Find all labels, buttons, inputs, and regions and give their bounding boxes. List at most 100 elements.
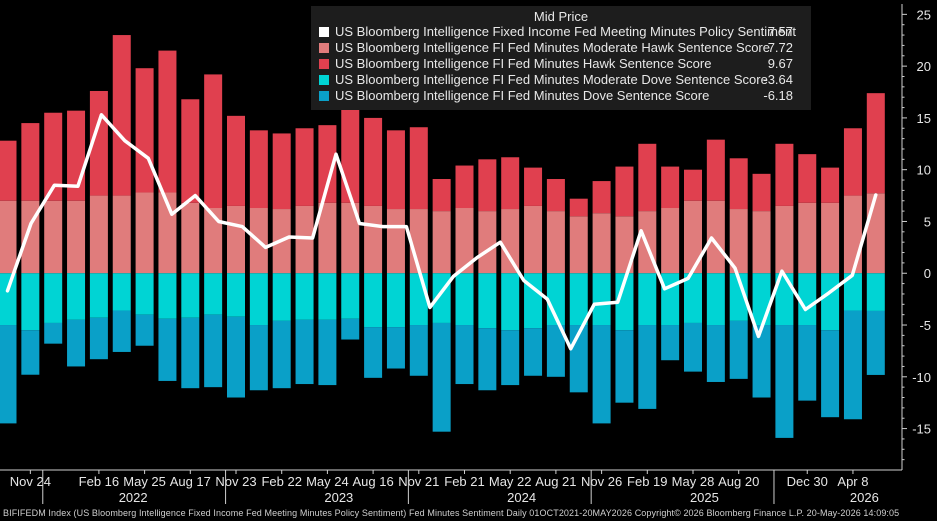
legend-title: Mid Price xyxy=(533,9,589,24)
bar-hawk xyxy=(843,128,862,196)
year-label: 2026 xyxy=(850,490,879,505)
bar-moderate-dove xyxy=(318,273,337,320)
bar-hawk xyxy=(386,130,405,210)
bar-moderate-hawk xyxy=(181,202,200,274)
bar-hawk xyxy=(546,179,565,212)
bar-dove xyxy=(821,330,840,418)
bar-moderate-dove xyxy=(501,273,520,331)
bar-moderate-hawk xyxy=(227,205,245,274)
legend-value: 7.72 xyxy=(767,40,793,55)
bar-hawk xyxy=(592,181,611,214)
x-tick-label: Dec 30 xyxy=(787,474,828,489)
bar-moderate-dove xyxy=(638,273,657,326)
bar-dove xyxy=(684,322,702,372)
y-tick-label: 5 xyxy=(924,214,931,229)
x-tick-label: Feb 21 xyxy=(444,474,484,489)
x-tick-label: May 22 xyxy=(489,474,532,489)
legend-label: US Bloomberg Intelligence FI Fed Minutes… xyxy=(335,56,712,71)
bar-dove xyxy=(272,320,291,389)
bar-hawk xyxy=(661,166,680,209)
bar-moderate-dove xyxy=(0,273,17,326)
bar-moderate-dove xyxy=(615,273,634,331)
bar-hawk xyxy=(432,179,451,212)
bar-moderate-dove xyxy=(272,273,291,321)
y-tick-label: 0 xyxy=(924,266,931,281)
bar-dove xyxy=(112,310,131,352)
bar-dove xyxy=(135,314,154,346)
bar-moderate-dove xyxy=(135,273,154,315)
legend-swatch xyxy=(319,59,329,69)
x-tick-label: Aug 21 xyxy=(535,474,576,489)
bar-dove xyxy=(158,318,177,381)
bar-hawk xyxy=(638,143,657,212)
y-tick-label: 25 xyxy=(917,7,931,22)
legend-rows: US Bloomberg Intelligence Fixed Income F… xyxy=(311,24,811,104)
bar-hawk xyxy=(181,99,200,203)
bar-moderate-hawk xyxy=(112,195,131,274)
x-tick-label: Feb 22 xyxy=(261,474,301,489)
bar-dove xyxy=(295,319,314,385)
x-tick-label: Nov 24 xyxy=(10,474,51,489)
legend-label: US Bloomberg Intelligence FI Fed Minutes… xyxy=(335,72,768,87)
bar-moderate-dove xyxy=(798,273,817,326)
bar-dove xyxy=(752,325,771,398)
bar-moderate-dove xyxy=(546,273,565,326)
legend-value: 7.57 xyxy=(767,24,793,39)
bar-moderate-dove xyxy=(775,273,794,326)
bar-dove xyxy=(21,330,40,375)
x-tick-label: Aug 16 xyxy=(352,474,393,489)
bar-hawk xyxy=(798,154,817,203)
bar-hawk xyxy=(158,50,177,193)
bar-hawk xyxy=(112,35,131,196)
bar-moderate-dove xyxy=(341,273,360,319)
bar-hawk xyxy=(866,93,885,194)
bar-hawk xyxy=(706,139,725,201)
bar-moderate-dove xyxy=(843,273,862,311)
bar-moderate-hawk xyxy=(866,193,885,274)
bar-moderate-dove xyxy=(866,273,885,311)
legend-label: US Bloomberg Intelligence FI Fed Minutes… xyxy=(335,40,770,55)
x-tick-label: Nov 23 xyxy=(215,474,256,489)
bar-moderate-hawk xyxy=(615,216,634,274)
bar-hawk xyxy=(21,123,40,201)
x-tick-label: Aug 20 xyxy=(718,474,759,489)
legend-swatch xyxy=(319,27,329,37)
year-label: 2025 xyxy=(690,490,719,505)
x-tick-label: May 28 xyxy=(672,474,715,489)
bar-hawk xyxy=(615,166,634,217)
y-tick-label: 20 xyxy=(917,59,931,74)
legend-swatch xyxy=(319,43,329,53)
bar-moderate-dove xyxy=(729,273,748,321)
bar-moderate-hawk xyxy=(592,213,611,274)
bar-dove xyxy=(44,322,63,344)
legend-item: US Bloomberg Intelligence FI Fed Minutes… xyxy=(311,56,811,72)
bar-moderate-hawk xyxy=(44,200,63,274)
bar-hawk xyxy=(135,68,154,193)
bar-hawk xyxy=(821,167,840,203)
bar-hawk xyxy=(775,143,794,206)
x-tick-label: Nov 21 xyxy=(398,474,439,489)
bar-moderate-dove xyxy=(706,273,725,326)
year-label: 2022 xyxy=(119,490,148,505)
bar-moderate-dove xyxy=(524,273,543,329)
bar-dove xyxy=(592,325,611,424)
bar-dove xyxy=(843,310,862,420)
bar-moderate-hawk xyxy=(546,211,565,274)
bar-hawk xyxy=(295,128,314,206)
bar-hawk xyxy=(204,74,223,209)
bar-moderate-dove xyxy=(158,273,177,319)
bar-moderate-dove xyxy=(89,273,108,318)
bar-hawk xyxy=(501,157,520,210)
bar-dove xyxy=(706,325,725,382)
bar-moderate-hawk xyxy=(775,205,794,274)
legend: Mid Price US Bloomberg Intelligence Fixe… xyxy=(311,6,811,110)
bar-dove xyxy=(775,325,794,438)
bar-dove xyxy=(181,317,200,389)
bar-hawk xyxy=(318,125,337,203)
bar-moderate-hawk xyxy=(501,209,520,274)
bar-hawk xyxy=(684,169,702,201)
bar-moderate-hawk xyxy=(752,211,771,274)
bar-dove xyxy=(455,325,474,385)
bar-hawk xyxy=(249,130,268,209)
bar-moderate-hawk xyxy=(135,192,154,274)
